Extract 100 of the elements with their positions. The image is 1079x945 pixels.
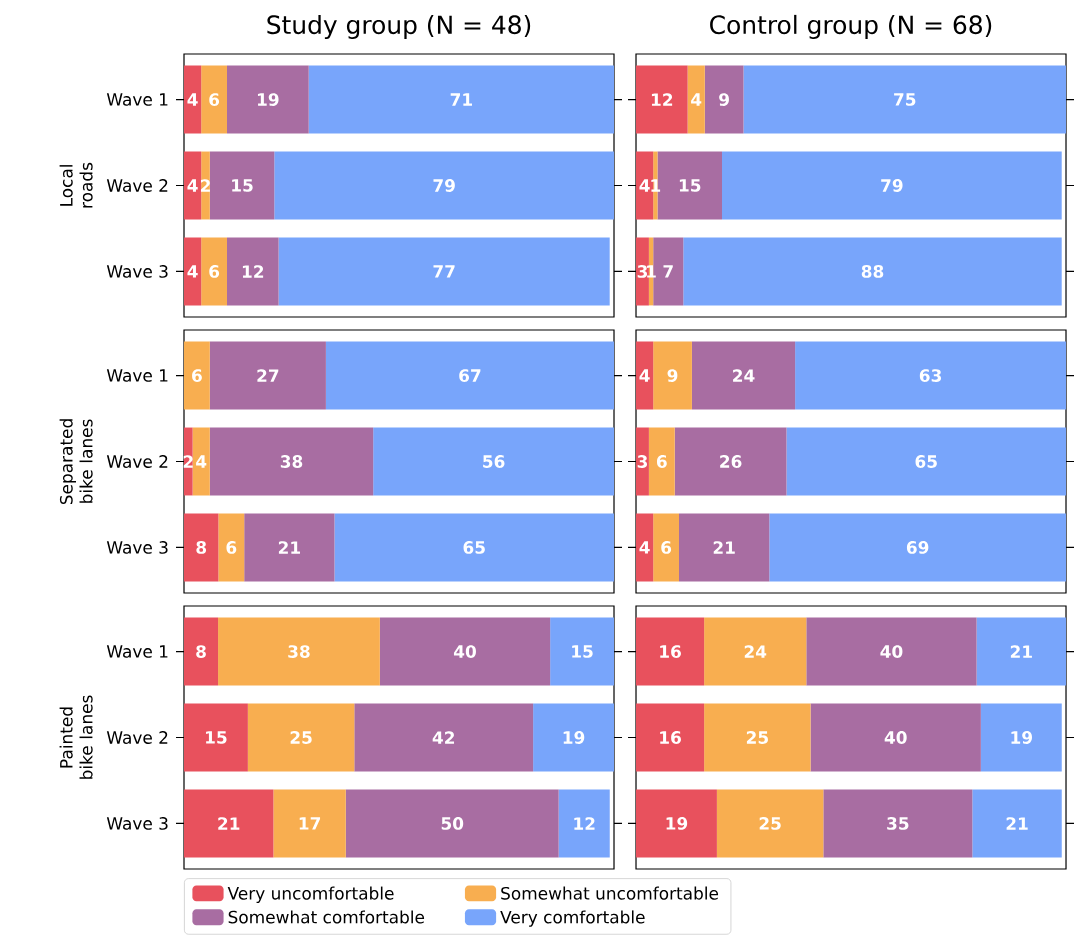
bar xyxy=(806,617,977,686)
bar xyxy=(218,513,245,582)
chart-title: Study group (N = 48) xyxy=(267,14,531,39)
y-tick-label: Wave 1 xyxy=(106,93,168,106)
data-label: 6 xyxy=(192,369,202,382)
data-label: 69 xyxy=(906,541,929,554)
bar xyxy=(653,513,680,582)
data-label: 35 xyxy=(887,817,909,830)
bar xyxy=(278,237,610,306)
data-label: 26 xyxy=(720,455,742,468)
bar xyxy=(345,789,559,858)
data-label: 67 xyxy=(459,369,481,382)
data-label: 19 xyxy=(666,817,688,830)
bar xyxy=(325,341,615,410)
bar xyxy=(704,617,807,686)
data-label: 6 xyxy=(661,541,672,554)
data-label: 12 xyxy=(574,817,595,830)
data-label: 63 xyxy=(919,369,941,382)
data-label: 40 xyxy=(880,645,903,658)
bar xyxy=(184,617,219,686)
bar xyxy=(636,341,654,410)
bar xyxy=(716,789,824,858)
chart-title: Control group (N = 68) xyxy=(710,14,992,39)
y-tick-label: Wave 3 xyxy=(106,265,168,278)
data-label: 21 xyxy=(713,541,735,554)
y-tick-label: Wave 2 xyxy=(106,455,168,468)
y-tick-label: Wave 3 xyxy=(106,541,168,554)
data-label: 21 xyxy=(1010,645,1032,658)
data-label: 79 xyxy=(433,179,455,192)
y-axis-title: Local roads xyxy=(59,162,93,208)
bar xyxy=(334,513,615,582)
data-label: 21 xyxy=(278,541,300,554)
data-label: 79 xyxy=(881,179,903,192)
legend-label: Very comfortable xyxy=(500,910,645,927)
data-label: 12 xyxy=(651,93,673,106)
data-label: 25 xyxy=(290,731,312,744)
bar xyxy=(308,65,615,134)
bar xyxy=(209,341,326,410)
data-label: 38 xyxy=(280,455,303,468)
bar xyxy=(795,341,1067,410)
data-label: 4 xyxy=(639,369,650,382)
data-label: 19 xyxy=(563,731,585,744)
bar xyxy=(201,151,210,220)
y-axis-title: Separated bike lanes xyxy=(59,419,93,505)
bar xyxy=(558,789,610,858)
bar xyxy=(636,237,649,306)
bar xyxy=(184,513,219,582)
bar xyxy=(691,341,796,410)
bar xyxy=(972,789,1062,858)
bar xyxy=(674,427,787,496)
bar xyxy=(184,789,274,858)
data-label: 65 xyxy=(915,455,937,468)
bar xyxy=(653,151,658,220)
data-label: 4 xyxy=(639,179,650,192)
data-label: 8 xyxy=(196,541,207,554)
bar xyxy=(201,65,227,134)
bar xyxy=(218,617,380,686)
y-tick-label: Wave 2 xyxy=(106,731,168,744)
data-label: 16 xyxy=(660,645,681,658)
legend-label: Very uncomfortable xyxy=(227,886,394,903)
bar xyxy=(209,427,374,496)
bar xyxy=(679,513,770,582)
legend-label: Somewhat comfortable xyxy=(228,910,425,924)
data-label: 2 xyxy=(200,179,210,192)
bar xyxy=(227,237,279,306)
data-label: 50 xyxy=(441,817,464,830)
data-label: 12 xyxy=(242,265,264,278)
bar xyxy=(704,703,811,772)
bar xyxy=(636,703,705,772)
bar xyxy=(354,703,534,772)
bar xyxy=(980,703,1062,772)
data-label: 21 xyxy=(218,817,240,830)
data-label: 7 xyxy=(663,265,673,278)
data-label: 16 xyxy=(660,731,681,744)
data-label: 4 xyxy=(691,93,702,106)
bar xyxy=(227,65,309,134)
data-label: 40 xyxy=(453,645,476,658)
y-axis-title: Painted bike lanes xyxy=(59,695,93,779)
data-label: 71 xyxy=(450,93,472,106)
data-label: 3 xyxy=(637,265,647,278)
data-label: 21 xyxy=(1006,817,1028,830)
data-label: 4 xyxy=(639,541,650,554)
data-label: 19 xyxy=(257,93,279,106)
data-label: 6 xyxy=(209,265,220,278)
data-label: 56 xyxy=(483,455,505,468)
data-label: 15 xyxy=(679,179,701,192)
bar xyxy=(976,617,1067,686)
bar xyxy=(373,427,615,496)
data-label: 25 xyxy=(746,731,768,744)
bar xyxy=(743,65,1067,134)
bar xyxy=(184,341,210,410)
y-tick-label: Wave 2 xyxy=(106,179,168,192)
bar xyxy=(636,65,688,134)
data-label: 4 xyxy=(187,93,198,106)
bar xyxy=(683,237,1062,306)
bar xyxy=(184,151,202,220)
data-label: 1 xyxy=(651,179,661,192)
data-label: 88 xyxy=(861,265,884,278)
data-label: 15 xyxy=(232,179,253,192)
bar xyxy=(636,617,705,686)
